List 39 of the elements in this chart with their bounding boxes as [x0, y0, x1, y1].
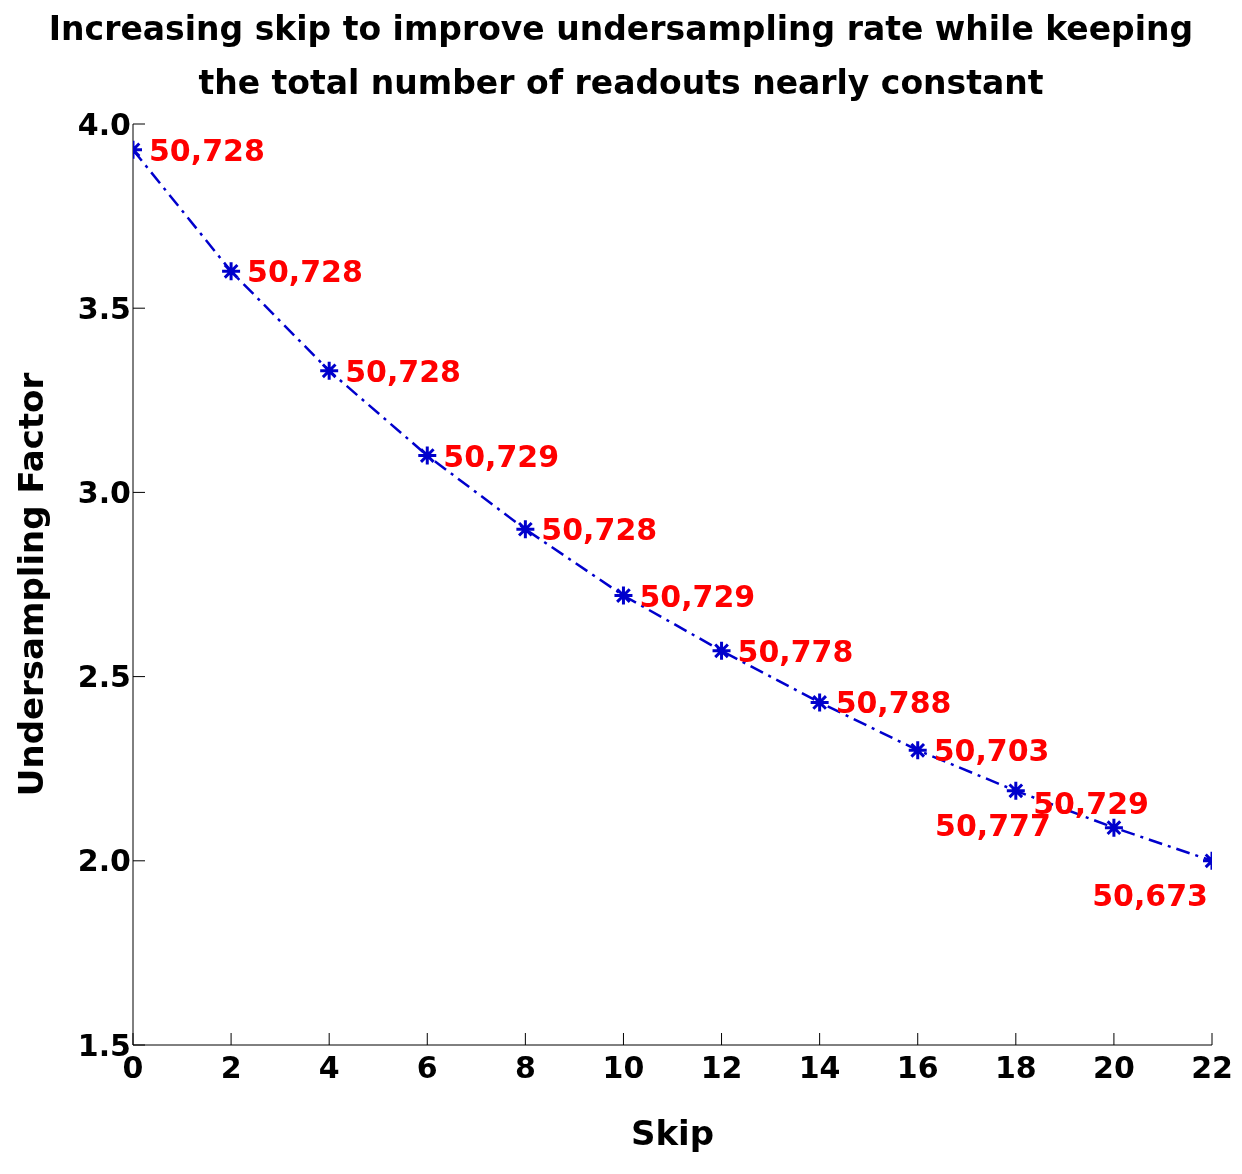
annotation: 50,729: [639, 578, 756, 614]
x-tick-label: 10: [602, 1050, 645, 1086]
annotation: 50,728: [247, 254, 363, 290]
y-tick-label: 2.5: [77, 659, 131, 695]
point: [1103, 817, 1125, 839]
x-tick-label: 4: [318, 1050, 340, 1086]
x-tick-label: 16: [896, 1050, 939, 1086]
annotation: 50,728: [541, 512, 658, 548]
x-tick-label: 12: [700, 1050, 743, 1086]
x-tick-label: 14: [798, 1050, 841, 1086]
annotation: 50,778: [737, 633, 854, 669]
annotation: 50,703: [933, 733, 1050, 769]
y-tick-label: 3.5: [77, 290, 131, 326]
point: [514, 518, 536, 540]
x-tick-label: 20: [1093, 1050, 1135, 1086]
point: [711, 640, 733, 662]
x-tick-label: 22: [1191, 1050, 1233, 1086]
annotation: 50,728: [149, 132, 265, 168]
annotation: 50,673: [1092, 877, 1208, 913]
x-tick-label: 18: [994, 1050, 1037, 1086]
annotation: 50,788: [835, 685, 952, 721]
point: [318, 360, 340, 382]
y-axis-title: Undersampling Factor: [11, 372, 52, 797]
x-tick-label: 2: [220, 1050, 242, 1086]
annotation: 50,728: [345, 353, 461, 389]
y-tick-label: 2.0: [77, 843, 131, 879]
point: [416, 445, 438, 467]
point: [612, 585, 634, 607]
chart-title: Increasing skip to improve undersampling rate while keeping the total number of readouts nearly constant: [48, 9, 1194, 102]
y-tick-label: 3.0: [77, 475, 131, 511]
point: [220, 260, 242, 282]
x-axis-title: Skip: [630, 1113, 715, 1153]
annotation: 50,729: [443, 438, 560, 474]
x-tick-label: 6: [416, 1050, 438, 1086]
point: [1005, 780, 1027, 802]
point: [907, 739, 929, 761]
y-tick-label: 4.0: [77, 106, 131, 142]
x-tick-label: 8: [514, 1050, 536, 1086]
point: [809, 691, 831, 713]
